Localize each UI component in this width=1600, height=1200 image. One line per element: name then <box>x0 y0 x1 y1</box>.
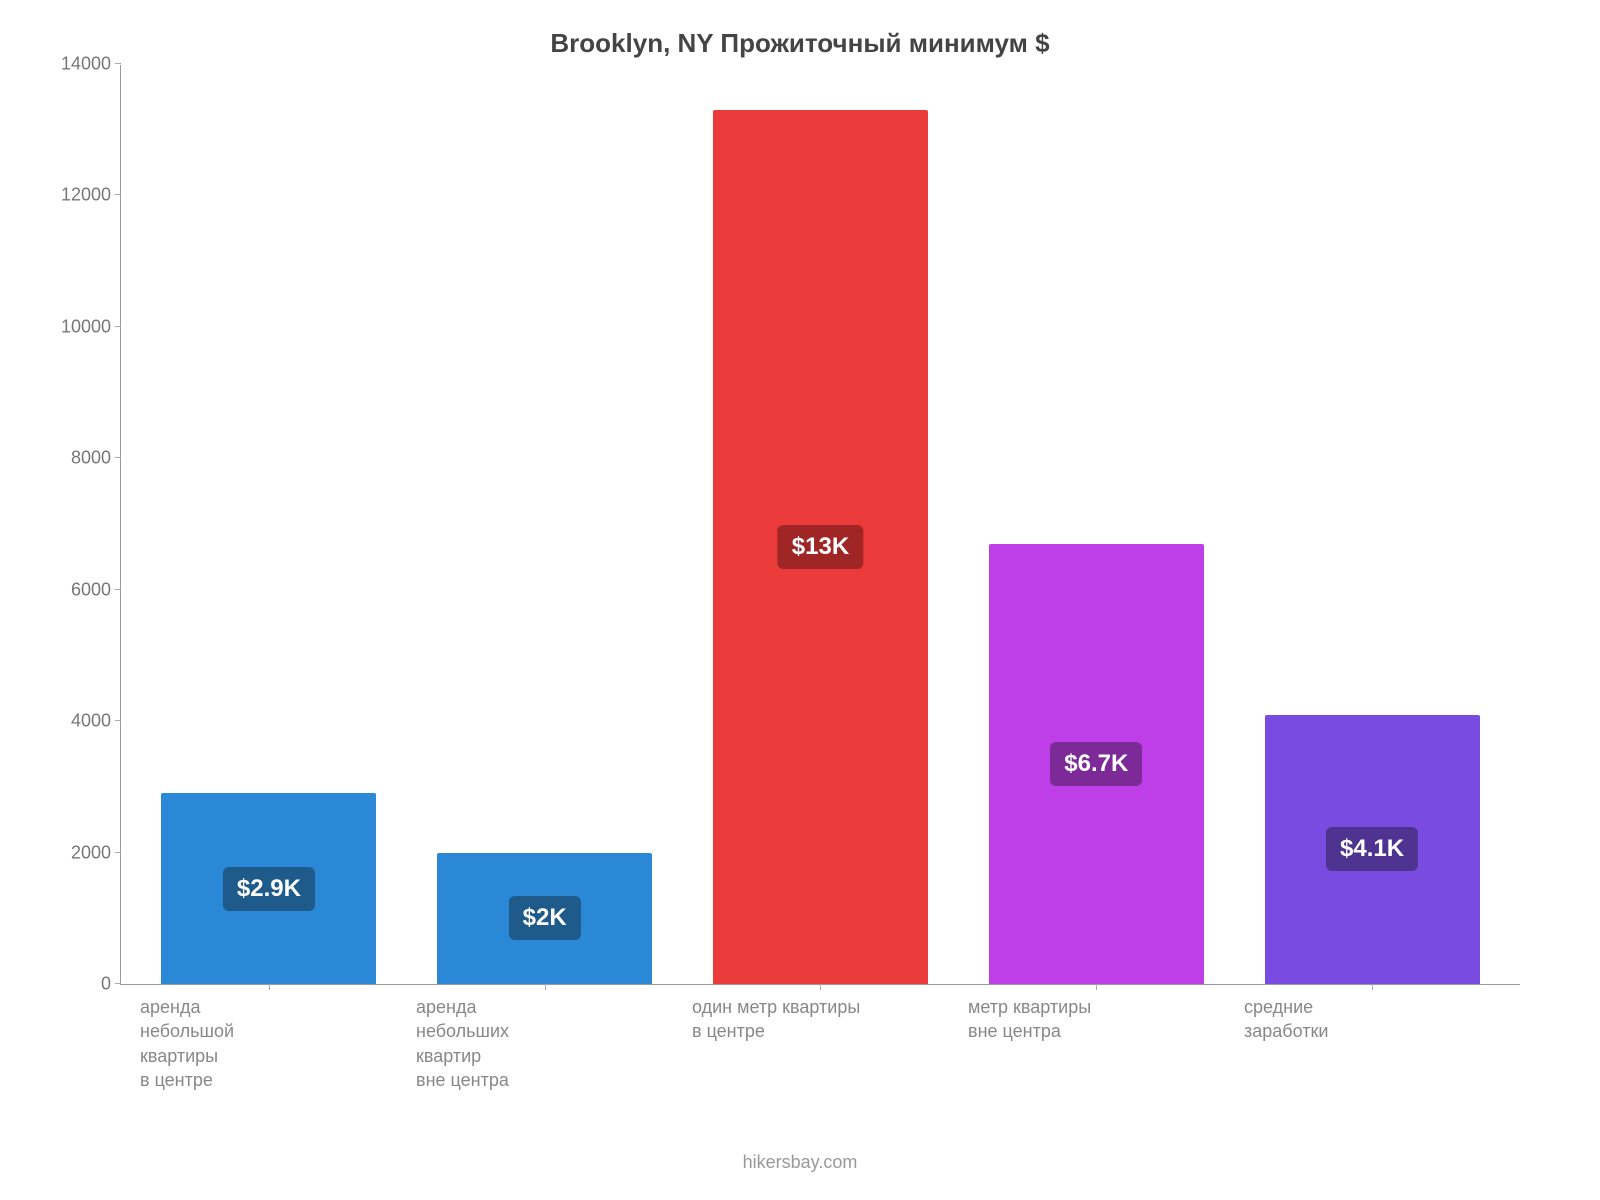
plot-area: $2.9K$2K$13K$6.7K$4.1K 02000400060008000… <box>120 65 1520 985</box>
y-tick-mark <box>115 852 121 853</box>
y-tick-mark <box>115 983 121 984</box>
y-tick-label: 4000 <box>51 711 111 732</box>
x-axis-label: один метр квартирыв центре <box>682 995 958 1092</box>
chart-footer: hikersbay.com <box>40 1152 1560 1173</box>
y-tick-mark <box>115 589 121 590</box>
bar-slot: $13K <box>683 110 959 984</box>
bar: $6.7K <box>989 544 1204 984</box>
x-tick-mark <box>545 984 546 990</box>
value-badge: $2K <box>509 896 581 940</box>
x-axis-label: аренданебольшойквартирыв центре <box>130 995 406 1092</box>
y-tick-mark <box>115 720 121 721</box>
y-tick-mark <box>115 194 121 195</box>
x-axis-label: аренданебольшихквартирвне центра <box>406 995 682 1092</box>
value-badge: $6.7K <box>1050 742 1142 786</box>
y-tick-mark <box>115 63 121 64</box>
value-badge: $2.9K <box>223 867 315 911</box>
x-axis-label: метр квартирывне центра <box>958 995 1234 1092</box>
x-tick-mark <box>820 984 821 990</box>
y-tick-label: 8000 <box>51 448 111 469</box>
bar: $4.1K <box>1265 715 1480 984</box>
y-tick-label: 12000 <box>51 185 111 206</box>
y-tick-label: 0 <box>51 974 111 995</box>
y-tick-label: 14000 <box>51 54 111 75</box>
y-tick-mark <box>115 326 121 327</box>
chart-container: Brooklyn, NY Прожиточный минимум $ $2.9K… <box>0 0 1600 1200</box>
x-tick-mark <box>1372 984 1373 990</box>
chart-title: Brooklyn, NY Прожиточный минимум $ <box>40 28 1560 59</box>
y-tick-label: 6000 <box>51 579 111 600</box>
y-tick-mark <box>115 457 121 458</box>
y-tick-label: 10000 <box>51 316 111 337</box>
bar: $2.9K <box>161 793 376 984</box>
value-badge: $4.1K <box>1326 827 1418 871</box>
x-axis-label: средниезаработки <box>1234 995 1510 1092</box>
x-tick-mark <box>1096 984 1097 990</box>
bar: $2K <box>437 853 652 984</box>
x-tick-mark <box>269 984 270 990</box>
bar-slot: $4.1K <box>1234 715 1510 984</box>
bar-slot: $2.9K <box>131 793 407 984</box>
value-badge: $13K <box>778 525 863 569</box>
bar-slot: $2K <box>407 853 683 984</box>
x-axis-labels: аренданебольшойквартирыв центреаренданеб… <box>120 995 1520 1092</box>
bars-area: $2.9K $2K $13K $6.7K $4.1K <box>121 65 1520 984</box>
y-tick-label: 2000 <box>51 842 111 863</box>
bar-slot: $6.7K <box>958 544 1234 984</box>
bar: $13K <box>713 110 928 984</box>
